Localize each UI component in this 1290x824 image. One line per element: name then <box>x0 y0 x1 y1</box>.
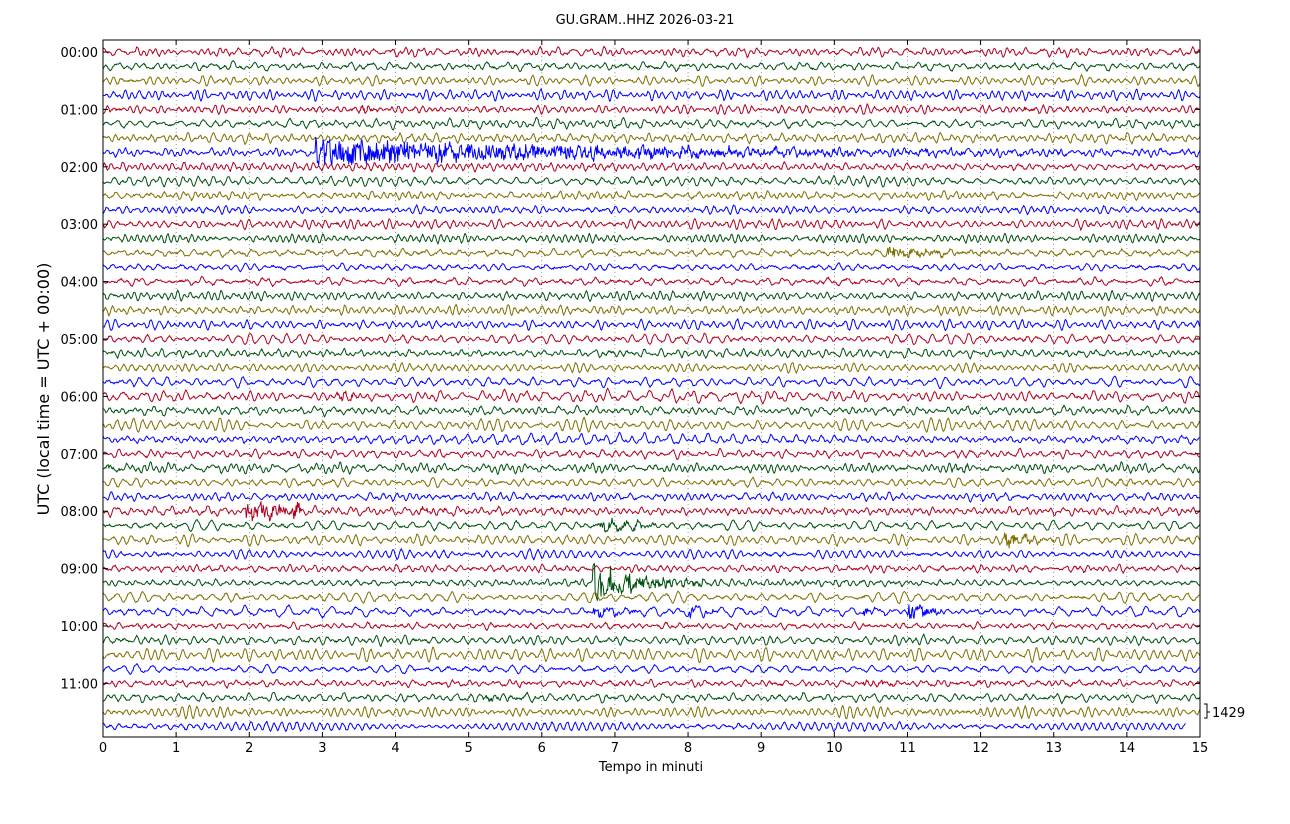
trace-line <box>102 563 1201 574</box>
y-tick-label: 08:00 <box>61 505 98 520</box>
x-tick-label: 0 <box>99 741 107 756</box>
trace-line <box>102 621 1201 631</box>
y-tick-label: 00:00 <box>61 46 98 61</box>
trace-line <box>102 60 1201 73</box>
x-axis-label: Tempo in minuti <box>598 760 703 775</box>
trace-line <box>102 663 1201 675</box>
trace-line <box>102 720 1186 732</box>
x-tick-label: 2 <box>245 741 253 756</box>
trace-line <box>102 190 1201 202</box>
trace-line <box>102 161 1201 173</box>
trace-line <box>102 517 1201 533</box>
y-tick-label: 11:00 <box>61 677 98 692</box>
trace-line <box>102 232 1201 245</box>
x-tick-label: 9 <box>757 741 765 756</box>
x-tick-label: 4 <box>391 741 399 756</box>
trace-line <box>102 318 1201 332</box>
plot-frame <box>102 39 1201 738</box>
y-tick-label: 07:00 <box>61 448 98 463</box>
x-tick-label: 5 <box>465 741 473 756</box>
trace-line <box>102 691 1201 705</box>
trace-line <box>102 74 1201 87</box>
x-tick-label: 10 <box>826 741 843 756</box>
x-axis: 0 1 2 3 4 5 6 7 8 9 10 11 12 13 14 15 <box>99 40 1208 756</box>
trace-line <box>102 289 1201 302</box>
x-tick-label: 15 <box>1192 741 1209 756</box>
scale-bar: 1429 <box>1204 703 1245 721</box>
trace-line <box>102 590 1201 605</box>
y-tick-label: 09:00 <box>61 563 98 578</box>
x-tick-label: 8 <box>684 741 692 756</box>
x-tick-label: 13 <box>1045 741 1062 756</box>
trace-line <box>102 45 1201 59</box>
gridlines <box>175 40 1128 737</box>
trace-line <box>102 362 1201 374</box>
trace-line <box>102 633 1201 648</box>
trace-line <box>102 431 1200 446</box>
trace-line <box>102 461 1201 475</box>
y-tick-label: 01:00 <box>61 103 98 118</box>
trace-line <box>102 491 1201 503</box>
trace-line <box>102 375 1201 389</box>
trace-line <box>102 416 1201 433</box>
trace-line <box>102 131 1201 145</box>
trace-line <box>103 218 1201 231</box>
chart-title: GU.GRAM..HHZ 2026-03-21 <box>556 13 735 28</box>
trace-line <box>102 246 1201 259</box>
trace-line <box>102 275 1201 288</box>
trace-line <box>102 332 1201 346</box>
trace-line <box>102 103 1201 115</box>
trace-line <box>102 501 1201 522</box>
y-tick-label: 03:00 <box>61 218 98 233</box>
trace-line <box>103 88 1201 102</box>
trace-line <box>102 404 1201 418</box>
trace-line <box>102 204 1201 216</box>
trace-line <box>102 646 1201 663</box>
trace-line <box>102 563 1201 601</box>
trace-line <box>102 532 1201 549</box>
trace-line <box>102 303 1201 317</box>
trace-line <box>102 347 1201 360</box>
x-tick-label: 7 <box>611 741 619 756</box>
trace-line <box>102 604 1201 619</box>
y-axis-label: UTC (local time = UTC + 00:00) <box>34 263 53 516</box>
trace-line <box>102 704 1201 720</box>
seismic-traces <box>102 45 1201 732</box>
y-tick-label: 05:00 <box>61 333 98 348</box>
trace-line <box>102 447 1201 461</box>
y-tick-label: 04:00 <box>61 276 98 291</box>
trace-line <box>102 387 1201 405</box>
x-tick-label: 6 <box>538 741 546 756</box>
trace-line <box>102 548 1201 561</box>
trace-line <box>102 262 1201 273</box>
y-tick-label: 06:00 <box>61 390 98 405</box>
trace-line <box>102 175 1201 188</box>
trace-line <box>102 116 1201 131</box>
trace-line <box>102 476 1201 489</box>
trace-line <box>102 136 1201 166</box>
x-tick-label: 12 <box>972 741 989 756</box>
x-tick-label: 14 <box>1119 741 1136 756</box>
x-tick-label: 11 <box>899 741 916 756</box>
scale-bracket <box>1204 703 1210 719</box>
trace-line <box>102 678 1200 689</box>
scale-label: 1429 <box>1212 706 1245 721</box>
x-tick-label: 1 <box>172 741 180 756</box>
y-tick-label: 02:00 <box>61 161 98 176</box>
y-tick-label: 10:00 <box>61 620 98 635</box>
x-tick-label: 3 <box>318 741 326 756</box>
y-axis: 00:00 01:00 02:00 03:00 04:00 05:00 06:00 07:00… <box>61 46 1200 692</box>
